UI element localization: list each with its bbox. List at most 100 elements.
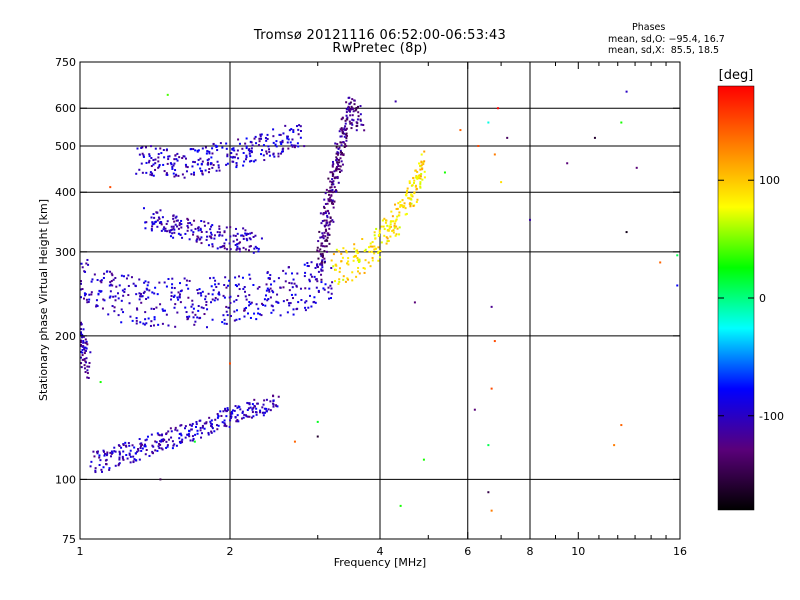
trace-point [245, 145, 248, 148]
trace-point [398, 211, 401, 214]
trace-point [355, 250, 358, 253]
trace-point [140, 301, 143, 304]
trace-point [90, 280, 93, 283]
trace-point [236, 414, 239, 417]
trace-point [313, 275, 316, 278]
trace-point [86, 376, 89, 379]
trace-point [353, 99, 356, 102]
trace-point [117, 464, 120, 467]
trace-point [123, 288, 126, 291]
trace-point [404, 207, 407, 210]
trace-point [404, 193, 407, 196]
trace-point [388, 225, 391, 228]
trace-point [187, 287, 190, 290]
trace-point [371, 241, 374, 244]
trace-point [176, 152, 179, 155]
trace-point [197, 292, 200, 295]
trace-point [361, 238, 364, 241]
trace-point [237, 420, 240, 423]
trace-point [142, 155, 145, 158]
trace-point [421, 178, 424, 181]
trace-point [209, 277, 212, 280]
trace-point [337, 282, 340, 285]
trace-point [255, 247, 258, 250]
trace-point [241, 234, 244, 237]
x-tick-label: 8 [527, 545, 534, 558]
trace-point [210, 419, 213, 422]
trace-point [88, 365, 91, 368]
trace-point [181, 438, 184, 441]
trace-point [323, 224, 326, 227]
trace-point [207, 161, 210, 164]
trace-point [144, 445, 147, 448]
trace-point [265, 407, 268, 410]
trace-point [342, 278, 345, 281]
trace-point [343, 132, 346, 135]
trace-point [163, 281, 166, 284]
trace-point [243, 315, 246, 318]
trace-point [260, 133, 263, 136]
trace-point [261, 302, 264, 305]
trace-point [348, 96, 351, 99]
trace-point [229, 295, 232, 298]
trace-point [244, 229, 247, 232]
trace-point [231, 412, 234, 415]
trace-point [168, 231, 171, 234]
trace-point [322, 234, 325, 237]
trace-point [213, 234, 216, 237]
trace-point [335, 159, 338, 162]
trace-point [202, 307, 205, 310]
trace-point [423, 176, 426, 179]
trace-point [206, 163, 209, 166]
trace-point [408, 180, 411, 183]
trace-point [320, 262, 323, 265]
trace-point [266, 133, 269, 136]
trace-point [262, 403, 265, 406]
trace-point [305, 300, 308, 303]
trace-point [396, 215, 399, 218]
trace-point [138, 298, 141, 301]
trace-point [359, 119, 362, 122]
trace-point [399, 204, 402, 207]
trace-point [249, 155, 252, 158]
trace-point [331, 165, 334, 168]
trace-point [388, 227, 391, 230]
trace-point [167, 430, 170, 433]
trace-point [212, 289, 215, 292]
trace-point [233, 300, 236, 303]
trace-point [308, 280, 311, 283]
trace-point [120, 299, 123, 302]
trace-point [343, 127, 346, 130]
trace-point [369, 242, 372, 245]
trace-point [208, 167, 211, 170]
trace-point [236, 238, 239, 241]
trace-point [286, 141, 289, 144]
trace-point [81, 336, 84, 339]
trace-point [165, 440, 168, 443]
trace-point [309, 273, 312, 276]
trace-point [321, 260, 324, 263]
trace-point [330, 259, 333, 262]
trace-point [259, 409, 262, 412]
trace-point [246, 415, 249, 418]
scatter-point [529, 218, 531, 221]
trace-point [319, 236, 322, 239]
trace-point [357, 111, 360, 114]
trace-point [111, 305, 114, 308]
trace-point [209, 236, 212, 239]
trace-point [234, 284, 237, 287]
trace-point [188, 279, 191, 282]
trace-point [235, 164, 238, 167]
trace-point [145, 221, 148, 224]
trace-point [237, 157, 240, 160]
trace-point [310, 305, 313, 308]
trace-point [171, 228, 174, 231]
trace-point [184, 306, 187, 309]
trace-point [368, 250, 371, 253]
trace-point [96, 450, 99, 453]
trace-point [166, 173, 169, 176]
trace-point [180, 223, 183, 226]
trace-point [203, 422, 206, 425]
trace-point [238, 142, 241, 145]
